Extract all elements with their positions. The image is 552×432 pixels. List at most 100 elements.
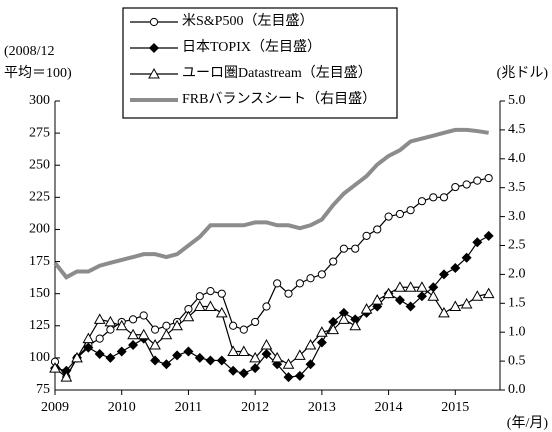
x-tick-label: 2009 xyxy=(41,400,69,415)
series-line xyxy=(54,286,489,379)
point xyxy=(195,292,204,301)
point xyxy=(171,319,183,331)
y-tick-label: 150 xyxy=(29,286,50,301)
point xyxy=(94,349,105,360)
point xyxy=(416,291,427,302)
point xyxy=(105,352,116,363)
point xyxy=(127,328,139,340)
point xyxy=(271,351,284,363)
y-tick-label: 225 xyxy=(29,190,50,205)
point xyxy=(194,352,205,363)
point xyxy=(128,340,139,351)
point xyxy=(227,345,239,356)
point xyxy=(461,252,472,263)
point xyxy=(338,313,350,324)
point xyxy=(327,323,340,335)
point xyxy=(238,368,249,379)
legend-marker xyxy=(149,43,159,53)
point xyxy=(429,193,438,202)
point xyxy=(262,302,271,311)
point xyxy=(139,311,148,320)
point xyxy=(150,325,160,334)
x-tick-label: 2015 xyxy=(441,400,469,415)
legend-marker xyxy=(148,67,160,79)
point xyxy=(451,182,460,192)
point xyxy=(295,279,304,288)
point xyxy=(394,295,405,306)
point xyxy=(416,281,428,292)
point xyxy=(162,321,171,330)
y-tick-label: 100 xyxy=(29,350,50,365)
y2-tick-label: 4.0 xyxy=(508,151,526,166)
point xyxy=(149,339,161,350)
point xyxy=(284,289,293,298)
y2-tick-label: 0.5 xyxy=(508,353,526,368)
point xyxy=(237,345,250,356)
point xyxy=(482,287,495,299)
point xyxy=(95,334,104,343)
point xyxy=(82,332,95,344)
point xyxy=(305,359,316,370)
left-axis-label: (2008/12 xyxy=(4,44,55,59)
point xyxy=(216,355,227,366)
point xyxy=(405,301,416,312)
point xyxy=(428,282,439,293)
series-line xyxy=(54,235,489,378)
y-tick-label: 125 xyxy=(29,318,50,333)
point xyxy=(462,180,471,189)
point xyxy=(206,286,215,296)
point xyxy=(93,313,106,324)
point xyxy=(172,350,183,361)
point xyxy=(329,257,338,266)
point xyxy=(338,307,349,318)
point xyxy=(49,362,61,373)
y-tick-label: 75 xyxy=(36,382,50,397)
point xyxy=(250,363,261,374)
point xyxy=(228,365,239,376)
point xyxy=(351,244,360,253)
y2-tick-label: 2.0 xyxy=(508,267,526,282)
point xyxy=(128,315,138,324)
point xyxy=(438,306,450,318)
point xyxy=(205,355,216,366)
legend-marker xyxy=(149,17,159,27)
point xyxy=(183,346,194,357)
point xyxy=(104,315,117,327)
legend-label: FRBバランスシート（右目盛） xyxy=(182,91,376,107)
point xyxy=(406,206,415,215)
point xyxy=(394,281,406,292)
y2-tick-label: 3.0 xyxy=(508,209,526,224)
point xyxy=(249,351,261,363)
x-tick-label: 2013 xyxy=(308,400,336,415)
x-tick-label: 2012 xyxy=(241,400,269,415)
point xyxy=(373,225,382,234)
point xyxy=(438,269,449,280)
point xyxy=(217,289,226,298)
point xyxy=(283,372,294,383)
point xyxy=(294,370,305,381)
point xyxy=(239,325,248,334)
point xyxy=(251,317,260,327)
x-tick-label: 2014 xyxy=(375,400,403,415)
y-tick-label: 200 xyxy=(29,222,50,237)
point xyxy=(106,325,115,334)
y2-tick-label: 2.5 xyxy=(508,238,526,253)
point xyxy=(483,230,494,241)
point xyxy=(116,346,127,357)
series-line xyxy=(54,177,489,379)
point xyxy=(328,316,339,327)
legend-label: 米S&P500（左目盛） xyxy=(182,13,313,29)
point xyxy=(339,244,348,253)
point xyxy=(395,209,405,219)
point xyxy=(204,300,217,312)
point xyxy=(304,339,317,350)
point xyxy=(417,197,427,206)
point xyxy=(382,287,395,299)
point xyxy=(215,306,228,318)
point xyxy=(362,231,371,240)
y2-tick-label: 1.5 xyxy=(508,296,526,311)
point xyxy=(193,300,206,312)
y2-tick-label: 3.5 xyxy=(508,180,526,195)
y-tick-label: 300 xyxy=(29,93,50,108)
point xyxy=(260,339,273,350)
